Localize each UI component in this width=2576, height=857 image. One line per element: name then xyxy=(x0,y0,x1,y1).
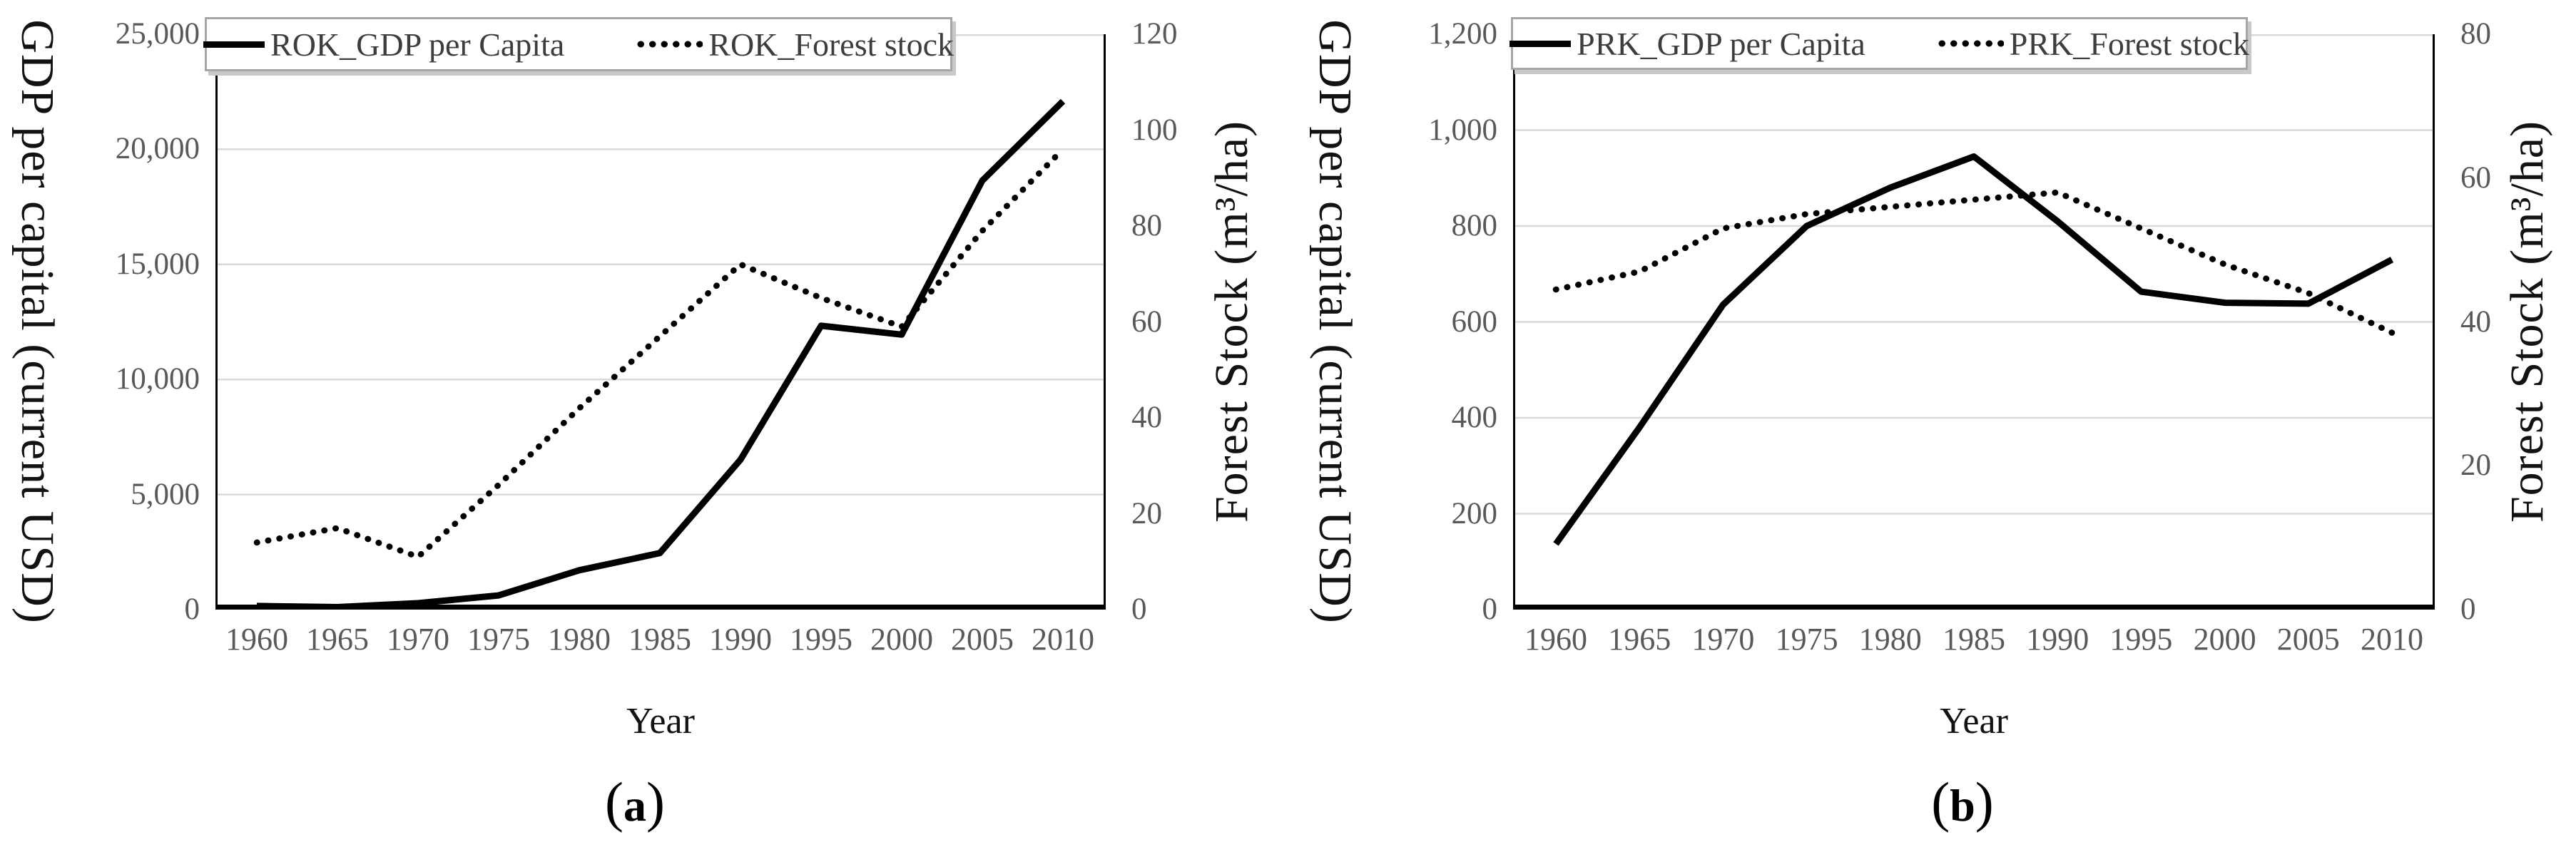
plot-area-a xyxy=(215,34,1106,610)
caption-letter: a xyxy=(623,780,646,831)
panel-a: GDP per capital (current USD) Forest Sto… xyxy=(0,0,1288,849)
right-axis-tick-label: 60 xyxy=(2460,160,2491,195)
panel-b: GDP per capital (current USD) Forest Sto… xyxy=(1288,0,2576,849)
legend-item-rok-forest: ROK_Forest stock xyxy=(636,26,954,63)
right-axis-tick-label: 60 xyxy=(1131,304,1162,339)
left-axis-tick-label: 20,000 xyxy=(115,132,200,166)
left-axis-tick-label: 10,000 xyxy=(115,362,200,396)
legend-item-prk-forest: PRK_Forest stock xyxy=(1937,25,2249,63)
x-axis-title-a: Year xyxy=(626,701,695,741)
caption-close-paren: ) xyxy=(646,771,665,833)
caption-open-paren: ( xyxy=(605,771,623,833)
x-axis-tick-label: 1975 xyxy=(467,622,530,657)
x-axis-tick-label: 2005 xyxy=(2276,622,2340,657)
x-axis-tick-label: 1965 xyxy=(1608,622,1671,657)
caption-close-paren: ) xyxy=(1975,771,1994,833)
x-axis-tick-label: 1980 xyxy=(548,622,611,657)
solid-line-swatch-icon xyxy=(203,41,265,48)
x-axis-tick-label: 2010 xyxy=(1032,622,1094,657)
x-axis-tick-label: 1995 xyxy=(2109,622,2173,657)
x-axis-tick-label: 1985 xyxy=(1943,622,2005,657)
right-axis-tick-label: 40 xyxy=(2460,304,2491,339)
right-axis-tick-label: 80 xyxy=(1131,209,1162,242)
left-axis-title-a: GDP per capital (current USD) xyxy=(11,19,63,624)
legend-a: ROK_GDP per Capita ROK_Forest stock xyxy=(203,17,954,71)
right-axis-tick-label: 80 xyxy=(2460,17,2491,51)
x-axis-tick-label: 1960 xyxy=(1524,622,1587,657)
left-axis-tick-label: 1,200 xyxy=(1428,17,1497,51)
x-axis-tick-label: 1970 xyxy=(387,622,449,657)
series-line-rok-forest-stock xyxy=(253,146,1066,560)
x-axis-tick-label: 2000 xyxy=(870,622,933,657)
right-axis-tick-label: 120 xyxy=(1131,17,1178,51)
legend-label-rok-gdp: ROK_GDP per Capita xyxy=(270,26,565,63)
left-axis-tick-label: 200 xyxy=(1451,496,1498,530)
x-axis-tick-label: 1980 xyxy=(1858,622,1922,657)
x-axis-tick-label: 1985 xyxy=(628,622,691,657)
caption-open-paren: ( xyxy=(1931,771,1950,833)
right-axis-tick-label: 0 xyxy=(2460,592,2476,626)
legend-b: PRK_GDP per Capita PRK_Forest stock xyxy=(1510,17,2249,70)
legend-label-prk-forest: PRK_Forest stock xyxy=(2009,25,2249,62)
chart-canvas-a xyxy=(215,34,1106,610)
x-axis-tick-label: 2000 xyxy=(2193,622,2256,657)
solid-line-swatch-icon xyxy=(1510,40,1572,47)
x-axis-tick-label: 1990 xyxy=(2026,622,2089,657)
left-axis-tick-label: 25,000 xyxy=(115,17,200,51)
left-axis-tick-label: 15,000 xyxy=(115,247,200,281)
left-axis-tick-label: 0 xyxy=(1482,592,1498,626)
dotted-line-swatch-icon xyxy=(637,41,703,48)
panel-caption-a: (a) xyxy=(605,763,665,857)
chart-canvas-b xyxy=(1513,34,2435,610)
x-axis-tick-label: 1965 xyxy=(306,622,369,657)
x-axis-tick-label: 1990 xyxy=(709,622,772,657)
right-axis-tick-label: 20 xyxy=(2460,448,2491,483)
legend-label-rok-forest: ROK_Forest stock xyxy=(708,26,954,63)
x-axis-tick-label: 1975 xyxy=(1775,622,1838,657)
series-line-prk-gdp-per-capita xyxy=(1553,153,2394,546)
plot-area-b xyxy=(1513,34,2435,610)
left-axis-tick-label: 5,000 xyxy=(131,477,200,511)
series-line-rok-gdp-per-capita xyxy=(256,98,1066,610)
legend-item-rok-gdp: ROK_GDP per Capita xyxy=(203,26,564,63)
caption-letter: b xyxy=(1950,780,1975,831)
right-axis-tick-label: 20 xyxy=(1131,496,1162,530)
x-axis-tick-label: 2010 xyxy=(2361,622,2423,657)
legend-label-prk-gdp: PRK_GDP per Capita xyxy=(1577,25,1865,62)
right-axis-tick-label: 0 xyxy=(1131,592,1147,626)
left-axis-tick-label: 400 xyxy=(1451,401,1498,434)
left-axis-tick-label: 600 xyxy=(1451,304,1498,339)
left-axis-tick-label: 0 xyxy=(184,592,200,626)
x-axis-tick-label: 1995 xyxy=(790,622,852,657)
panel-caption-b: (b) xyxy=(1931,763,1994,857)
right-axis-tick-label: 100 xyxy=(1131,113,1178,147)
series-line-prk-forest-stock xyxy=(1552,189,2396,336)
x-axis-tick-label: 1970 xyxy=(1691,622,1755,657)
x-axis-tick-label: 1960 xyxy=(225,622,288,657)
left-axis-tick-label: 800 xyxy=(1451,209,1498,242)
right-axis-tick-label: 40 xyxy=(1131,401,1162,434)
left-axis-tick-label: 1,000 xyxy=(1428,113,1497,147)
legend-item-prk-gdp: PRK_GDP per Capita xyxy=(1510,25,1865,63)
x-axis-tick-label: 2005 xyxy=(951,622,1014,657)
dotted-line-swatch-icon xyxy=(1938,40,2004,47)
x-axis-title-b: Year xyxy=(1940,701,2008,741)
